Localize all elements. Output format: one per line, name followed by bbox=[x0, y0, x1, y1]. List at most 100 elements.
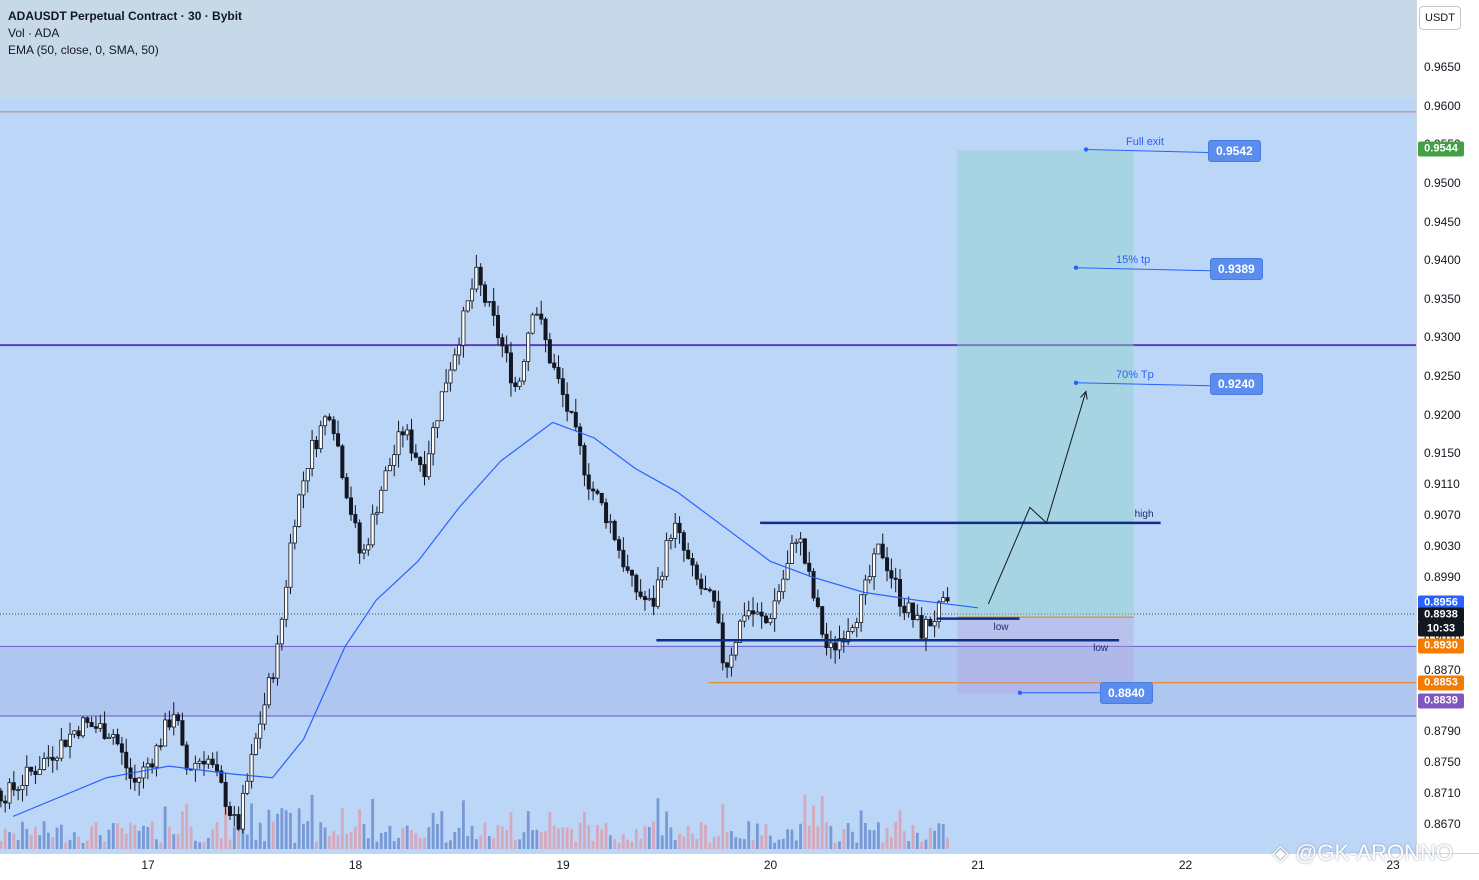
volume-bar bbox=[868, 829, 872, 849]
candle-up bbox=[647, 597, 652, 601]
forecast-path bbox=[987, 391, 1087, 605]
volume-bar bbox=[578, 822, 582, 849]
volume-bar bbox=[885, 827, 889, 849]
candle-down bbox=[919, 615, 924, 639]
candle-up bbox=[923, 619, 928, 639]
volume-bar bbox=[643, 826, 647, 849]
candle-down bbox=[694, 564, 699, 580]
volume-bar bbox=[704, 824, 707, 849]
volume-bar bbox=[336, 835, 340, 849]
currency-button[interactable]: USDT bbox=[1419, 6, 1461, 30]
volume-bar bbox=[483, 822, 487, 849]
volume-bar bbox=[327, 835, 331, 849]
volume-bar bbox=[379, 833, 383, 849]
candle-down bbox=[409, 429, 414, 454]
candle-down bbox=[132, 777, 137, 783]
price-tick: 0.9350 bbox=[1424, 291, 1461, 306]
candle-up bbox=[374, 512, 379, 515]
range-label-low: low bbox=[1093, 643, 1109, 655]
candle-down bbox=[504, 345, 509, 354]
forecast-arrow[interactable] bbox=[987, 390, 1088, 605]
candle-down bbox=[202, 760, 207, 765]
target-price-pill: 0.8840 bbox=[1100, 681, 1153, 704]
volume-bar bbox=[414, 833, 418, 849]
candle-down bbox=[604, 502, 609, 524]
price-tick: 0.9300 bbox=[1424, 330, 1461, 345]
candle-down bbox=[50, 756, 55, 761]
volume-legend[interactable]: Vol · ADA bbox=[8, 26, 60, 40]
candle-down bbox=[815, 597, 820, 607]
volume-bar bbox=[150, 821, 154, 849]
volume-bar bbox=[137, 830, 141, 849]
volume-bar bbox=[107, 829, 111, 849]
candle-up bbox=[292, 526, 297, 544]
candle-up bbox=[755, 611, 760, 615]
volume-bar bbox=[211, 829, 215, 849]
candle-down bbox=[184, 744, 189, 770]
volume-bar bbox=[911, 825, 915, 849]
volume-bar bbox=[561, 827, 565, 849]
candle-down bbox=[413, 452, 418, 458]
volume-bar bbox=[730, 831, 733, 849]
candle-down bbox=[210, 758, 215, 766]
volume-bar bbox=[717, 836, 720, 849]
candle-up bbox=[452, 354, 457, 371]
volume-bar bbox=[647, 826, 651, 849]
volume-bar bbox=[626, 839, 630, 849]
candle-down bbox=[483, 284, 488, 303]
candle-up bbox=[396, 431, 401, 456]
watermark-logo: ◈ @GK-ARONNO bbox=[1272, 840, 1454, 865]
candle-down bbox=[599, 492, 604, 504]
ema-legend[interactable]: EMA (50, close, 0, SMA, 50) bbox=[8, 43, 159, 57]
volume-bar bbox=[747, 821, 751, 849]
candle-up bbox=[673, 522, 678, 539]
volume-bar bbox=[215, 822, 219, 849]
volume-bar bbox=[401, 827, 405, 849]
volume-bar bbox=[544, 831, 547, 849]
candle-up bbox=[444, 382, 449, 393]
volume-bar bbox=[124, 833, 128, 849]
target-lines[interactable] bbox=[1017, 147, 1211, 695]
candle-down bbox=[642, 596, 647, 601]
price-tick: 0.9250 bbox=[1424, 369, 1461, 384]
volume-bar bbox=[362, 823, 366, 849]
volume-bar bbox=[267, 809, 271, 849]
volume-bar bbox=[803, 794, 807, 849]
candle-up bbox=[465, 300, 470, 312]
volume-bar bbox=[388, 825, 392, 849]
volume-bar bbox=[202, 842, 206, 849]
volume-bar bbox=[513, 839, 517, 849]
candle-up bbox=[521, 361, 526, 382]
volume-bar bbox=[206, 837, 210, 849]
candle-down bbox=[681, 532, 686, 551]
volume-bar bbox=[155, 839, 158, 849]
volume-bar bbox=[799, 823, 802, 849]
volume-bar bbox=[323, 827, 327, 849]
symbol-title[interactable]: ADAUSDT Perpetual Contract · 30 · Bybit bbox=[8, 9, 243, 23]
candle-up bbox=[98, 723, 103, 729]
volume-bar bbox=[232, 827, 236, 849]
candle-up bbox=[517, 380, 522, 387]
volume-bar bbox=[634, 828, 638, 849]
time-axis[interactable] bbox=[0, 853, 1479, 880]
range-lines[interactable] bbox=[656, 521, 1161, 642]
candle-up bbox=[16, 789, 21, 792]
candle-up bbox=[530, 314, 535, 334]
price-badge: 0.8938 bbox=[1418, 607, 1464, 623]
candle-down bbox=[478, 266, 483, 286]
candle-up bbox=[768, 618, 773, 624]
candle-up bbox=[534, 313, 539, 316]
candle-down bbox=[595, 490, 600, 494]
volume-bar bbox=[72, 832, 76, 849]
candle-down bbox=[591, 488, 596, 492]
volume-bar bbox=[764, 823, 768, 849]
volume-bar bbox=[68, 839, 72, 849]
candle-down bbox=[29, 766, 34, 772]
candle-down bbox=[63, 739, 68, 747]
ema-line bbox=[12, 421, 979, 817]
volume-bar bbox=[570, 828, 573, 849]
candle-up bbox=[154, 745, 159, 768]
price-badge: 0.8956 bbox=[1418, 595, 1464, 611]
